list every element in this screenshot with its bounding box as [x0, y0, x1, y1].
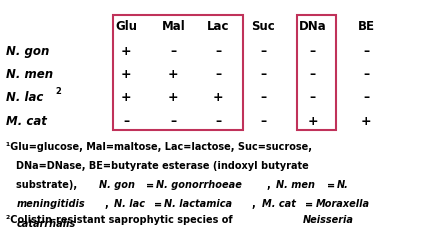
Text: N.: N.: [337, 180, 349, 190]
Text: Moraxella: Moraxella: [316, 199, 370, 209]
Text: Neisseria: Neisseria: [303, 214, 354, 224]
Text: 2: 2: [56, 87, 62, 96]
Text: M. cat: M. cat: [262, 199, 295, 209]
Text: Suc: Suc: [251, 20, 275, 33]
Text: BE: BE: [357, 20, 374, 33]
Text: +: +: [121, 68, 131, 81]
Text: N. gon: N. gon: [99, 180, 136, 190]
Text: N. lac: N. lac: [6, 91, 44, 104]
Text: –: –: [123, 115, 129, 128]
Text: N. gon: N. gon: [6, 45, 50, 58]
Text: –: –: [260, 68, 266, 81]
Text: meningitidis: meningitidis: [16, 199, 85, 209]
Text: –: –: [309, 45, 315, 58]
Text: N. lactamica: N. lactamica: [164, 199, 232, 209]
Text: DNa: DNa: [299, 20, 326, 33]
Text: N. lac: N. lac: [114, 199, 145, 209]
Text: –: –: [215, 45, 221, 58]
Text: ¹Glu=glucose, Mal=maltose, Lac=lactose, Suc=sucrose,: ¹Glu=glucose, Mal=maltose, Lac=lactose, …: [6, 142, 312, 152]
Text: =: =: [305, 199, 313, 209]
Text: N. men: N. men: [276, 180, 315, 190]
Text: Mal: Mal: [161, 20, 185, 33]
Text: M. cat: M. cat: [6, 115, 48, 128]
Text: –: –: [363, 45, 369, 58]
Text: –: –: [170, 45, 176, 58]
Text: ,: ,: [253, 199, 259, 209]
Text: –: –: [215, 68, 221, 81]
Text: –: –: [363, 91, 369, 104]
Text: +: +: [361, 115, 371, 128]
Text: +: +: [168, 91, 178, 104]
Text: +: +: [121, 45, 131, 58]
Text: Lac: Lac: [207, 20, 229, 33]
Text: =: =: [146, 180, 154, 190]
Text: ²Colistin-resistant saprophytic species of: ²Colistin-resistant saprophytic species …: [6, 214, 236, 224]
Text: substrate),: substrate),: [16, 180, 81, 190]
Text: N. men: N. men: [6, 68, 54, 81]
Text: –: –: [260, 91, 266, 104]
Text: –: –: [215, 115, 221, 128]
Text: –: –: [170, 115, 176, 128]
Text: N. gonorrhoeae: N. gonorrhoeae: [156, 180, 242, 190]
Text: catarrhalis: catarrhalis: [16, 218, 75, 228]
Text: =: =: [327, 180, 335, 190]
Text: –: –: [309, 91, 315, 104]
Text: +: +: [168, 68, 178, 81]
Text: –: –: [363, 68, 369, 81]
Text: +: +: [213, 91, 223, 104]
Text: ,: ,: [267, 180, 274, 190]
Text: ,: ,: [105, 199, 112, 209]
Text: –: –: [260, 45, 266, 58]
Text: =: =: [154, 199, 162, 209]
Text: +: +: [307, 115, 318, 128]
Text: Glu: Glu: [115, 20, 137, 33]
Text: –: –: [309, 68, 315, 81]
Text: +: +: [121, 91, 131, 104]
Text: –: –: [260, 115, 266, 128]
Text: DNa=DNase, BE=butyrate esterase (indoxyl butyrate: DNa=DNase, BE=butyrate esterase (indoxyl…: [16, 161, 309, 171]
